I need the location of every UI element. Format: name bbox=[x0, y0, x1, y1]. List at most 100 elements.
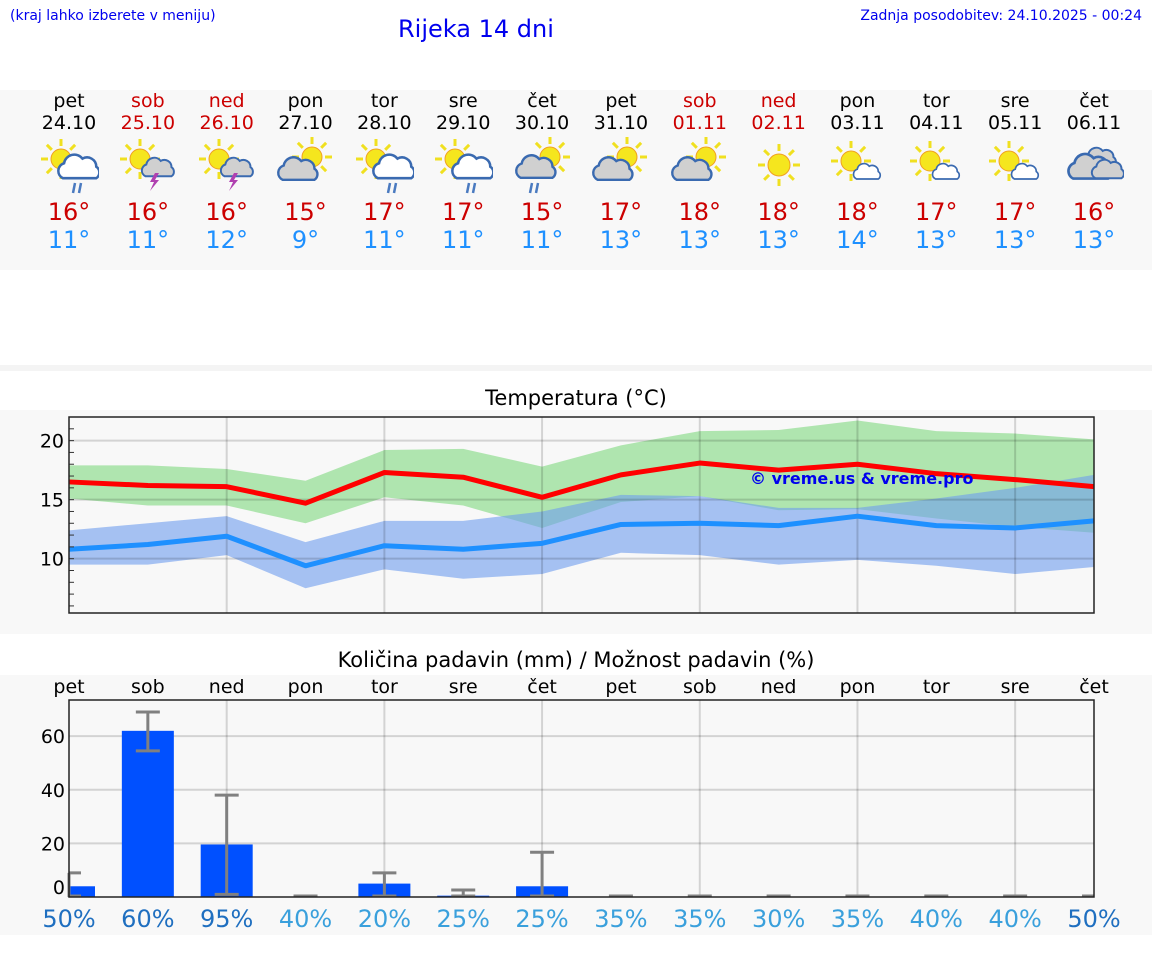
temperature-chart-panel: 10 15 20 © vreme.us & vreme.pro bbox=[0, 410, 1152, 634]
page-title: Rijeka 14 dni bbox=[398, 15, 554, 43]
day-date: 24.10 bbox=[41, 112, 97, 134]
day-name: ned bbox=[760, 90, 797, 112]
day-forecast-10: pon 03.11 18° 14° bbox=[817, 90, 897, 254]
sun-small-cloud-icon bbox=[906, 137, 966, 197]
max-temperature: 18° bbox=[678, 198, 722, 226]
precipitation-probability: 25% bbox=[515, 905, 568, 933]
max-temperature: 16° bbox=[205, 198, 248, 226]
precipitation-probability: 35% bbox=[673, 905, 726, 933]
category-label: sob bbox=[683, 676, 717, 698]
max-temperature: 17° bbox=[441, 198, 485, 226]
day-date: 31.10 bbox=[593, 112, 649, 134]
max-temperature: 15° bbox=[520, 198, 564, 226]
day-date: 28.10 bbox=[357, 112, 412, 134]
day-forecast-5: sre 29.10 17° 11° bbox=[423, 90, 503, 254]
day-forecast-0: pet 24.10 16° 11° bbox=[29, 90, 109, 254]
precipitation-probability: 40% bbox=[988, 905, 1041, 933]
category-label: pon bbox=[288, 676, 324, 698]
min-temperature: 13° bbox=[1072, 226, 1116, 254]
y-tick-label: 20 bbox=[40, 431, 64, 453]
precipitation-probability: 20% bbox=[358, 905, 411, 933]
day-forecast-8: sob 01.11 18° 13° bbox=[660, 90, 740, 254]
precipitation-probability: 60% bbox=[121, 905, 174, 933]
precipitation-probability: 35% bbox=[831, 905, 884, 933]
precipitation-probability: 25% bbox=[437, 905, 490, 933]
day-name: pon bbox=[839, 90, 876, 112]
max-temperature: 16° bbox=[1072, 198, 1116, 226]
max-temperature: 17° bbox=[599, 198, 643, 226]
day-name: sob bbox=[682, 90, 717, 112]
precipitation-probability: 50% bbox=[1067, 905, 1120, 933]
y-tick-label: 20 bbox=[41, 833, 65, 855]
cloud-sun-rain-icon bbox=[512, 137, 572, 197]
day-name: tor bbox=[922, 90, 950, 112]
precipitation-chart-title: Količina padavin (mm) / Možnost padavin … bbox=[337, 648, 815, 672]
min-temperature: 13° bbox=[915, 226, 958, 254]
y-tick-label: 60 bbox=[41, 726, 65, 748]
daily-forecast-strip: pet 24.10 16° 11° sob 25.10 16° 11° ned 26… bbox=[0, 90, 1152, 270]
max-temperature: 15° bbox=[284, 198, 327, 226]
max-temperature: 17° bbox=[363, 198, 406, 226]
category-label: čet bbox=[1079, 676, 1109, 698]
day-date: 27.10 bbox=[278, 112, 333, 134]
max-temperature: 17° bbox=[915, 198, 958, 226]
precipitation-probability: 50% bbox=[42, 905, 95, 933]
clouds-icon bbox=[1064, 137, 1125, 197]
day-forecast-1: sob 25.10 16° 11° bbox=[108, 90, 188, 254]
precipitation-probability: 40% bbox=[279, 905, 332, 933]
day-name: sre bbox=[448, 90, 478, 112]
plot-frame bbox=[68, 699, 1095, 898]
sun-small-cloud-icon bbox=[827, 137, 887, 197]
day-date: 03.11 bbox=[830, 112, 885, 134]
last-updated: Zadnja posodobitev: 24.10.2025 - 00:24 bbox=[860, 8, 1142, 24]
day-forecast-7: pet 31.10 17° 13° bbox=[581, 90, 661, 254]
sun-cloud-rain-icon bbox=[433, 137, 495, 197]
category-label: sre bbox=[449, 676, 478, 698]
precipitation-bar bbox=[69, 886, 95, 897]
divider bbox=[0, 365, 1152, 371]
day-date: 25.10 bbox=[120, 112, 176, 134]
max-temperature: 16° bbox=[126, 198, 170, 226]
category-label: tor bbox=[371, 676, 398, 698]
day-date: 26.10 bbox=[199, 112, 254, 134]
category-label: pon bbox=[840, 676, 876, 698]
day-forecast-2: ned 26.10 16° 12° bbox=[187, 90, 267, 254]
precipitation-probability: 35% bbox=[594, 905, 647, 933]
y-tick-label: 10 bbox=[40, 549, 64, 571]
cloud-sun-icon bbox=[670, 137, 730, 197]
day-name: pet bbox=[53, 90, 85, 112]
sun-cloud-thunder-icon bbox=[118, 137, 178, 197]
max-temperature-line bbox=[68, 460, 1095, 506]
precipitation-probability: 30% bbox=[752, 905, 805, 933]
min-temperature: 13° bbox=[599, 226, 643, 254]
cloud-sun-icon bbox=[591, 137, 651, 197]
y-tick-label: 40 bbox=[41, 780, 65, 802]
location-hint: (kraj lahko izberete v meniju) bbox=[10, 8, 216, 24]
min-temperature: 11° bbox=[363, 226, 406, 254]
max-temperature: 16° bbox=[47, 198, 91, 226]
sun-small-cloud-icon bbox=[985, 137, 1045, 197]
day-name: sob bbox=[131, 90, 165, 112]
min-temperature: 13° bbox=[678, 226, 722, 254]
min-temperature: 13° bbox=[993, 226, 1037, 254]
day-name: pon bbox=[287, 90, 324, 112]
y-tick-label: 15 bbox=[40, 490, 64, 512]
sun-cloud-rain-icon bbox=[39, 137, 101, 197]
day-forecast-4: tor 28.10 17° 11° bbox=[344, 90, 424, 254]
temperature-chart: 10 15 20 © vreme.us & vreme.pro bbox=[40, 416, 1095, 614]
min-temperature: 14° bbox=[836, 226, 879, 254]
sun-cloud-rain-icon bbox=[354, 137, 416, 197]
sun-icon bbox=[749, 137, 809, 197]
min-temperature: 9° bbox=[291, 226, 320, 254]
min-temperature: 11° bbox=[441, 226, 485, 254]
y-tick-label: 0 bbox=[53, 877, 65, 899]
day-name: sre bbox=[1000, 90, 1030, 112]
day-date: 30.10 bbox=[514, 112, 570, 134]
category-label: pet bbox=[605, 676, 636, 698]
day-date: 04.11 bbox=[909, 112, 964, 134]
day-date: 05.11 bbox=[987, 112, 1043, 134]
max-temperature: 17° bbox=[993, 198, 1037, 226]
day-forecast-3: pon 27.10 15° 9° bbox=[266, 90, 346, 254]
precipitation-probability: 95% bbox=[200, 905, 253, 933]
